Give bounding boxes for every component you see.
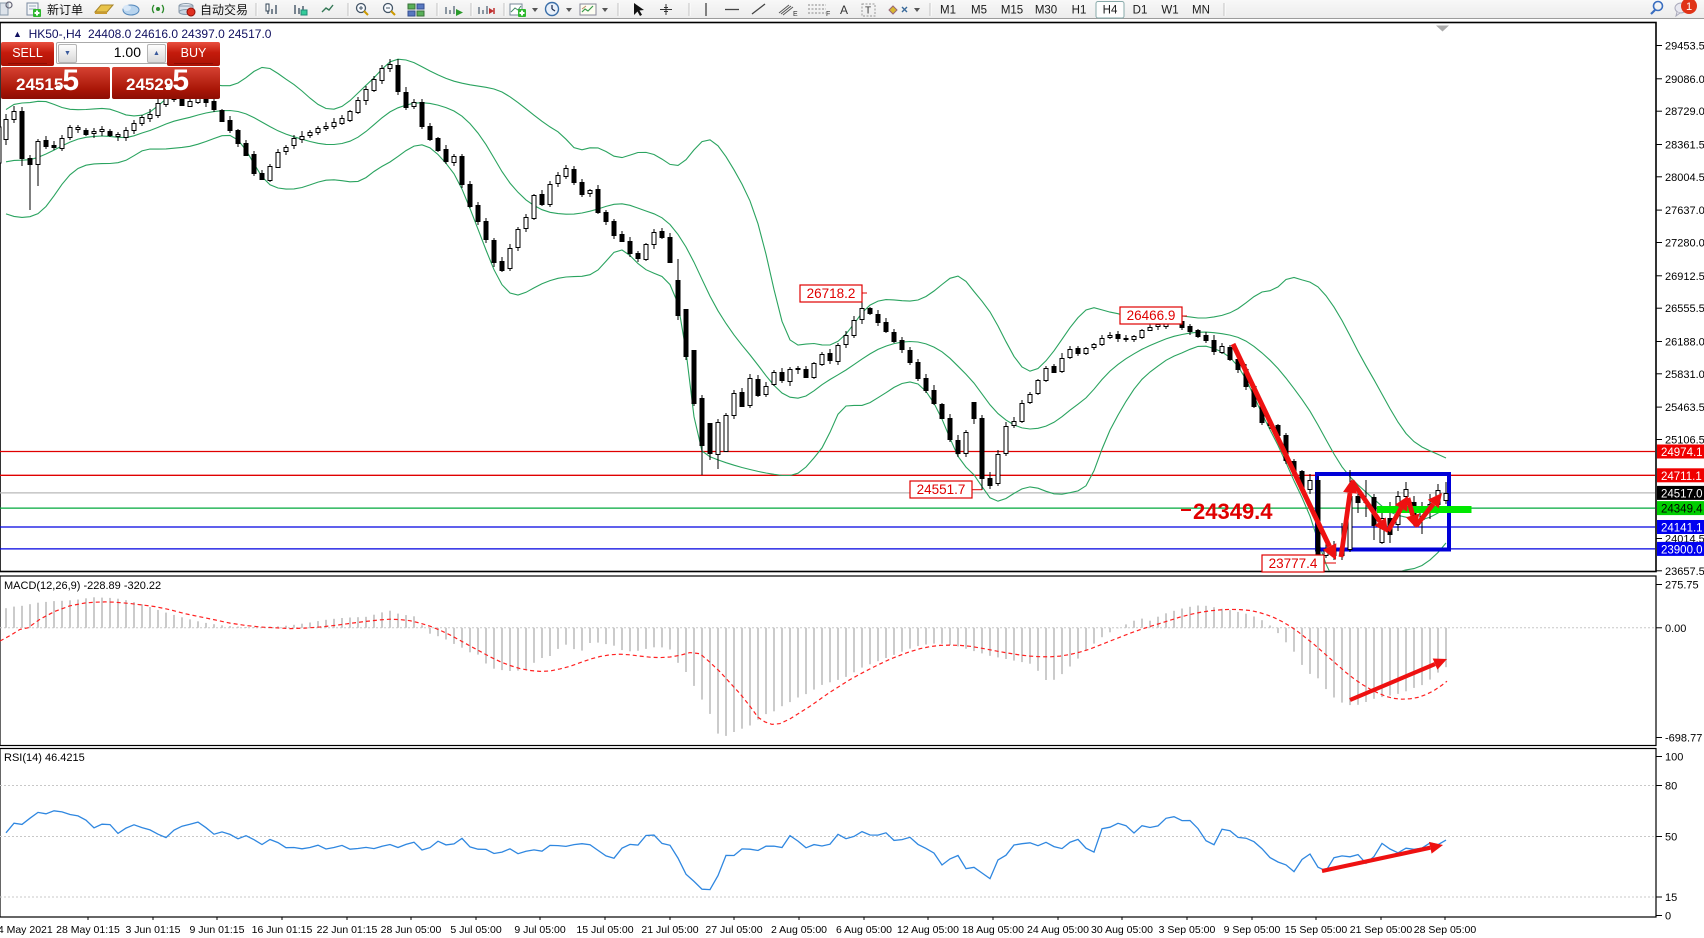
svg-text:28 Jun 05:00: 28 Jun 05:00 [381,924,442,936]
svg-text:26555.5: 26555.5 [1665,303,1704,315]
svg-text:28729.0: 28729.0 [1665,106,1704,118]
svg-text:26718.2: 26718.2 [807,286,856,301]
svg-text:9 Jul 05:00: 9 Jul 05:00 [514,924,566,936]
svg-text:W1: W1 [1161,5,1178,17]
svg-text:新订单: 新订单 [47,2,83,17]
svg-text:24974.1: 24974.1 [1661,447,1703,459]
svg-text:28 May 01:15: 28 May 01:15 [56,924,120,936]
svg-text:3 Sep 05:00: 3 Sep 05:00 [1159,924,1216,936]
svg-text:100: 100 [1665,752,1683,764]
svg-text:30 Aug 05:00: 30 Aug 05:00 [1091,924,1153,936]
svg-text:M5: M5 [971,5,987,17]
svg-text:25831.0: 25831.0 [1665,369,1704,381]
svg-text:25106.5: 25106.5 [1665,435,1704,447]
svg-text:24 Aug 05:00: 24 Aug 05:00 [1027,924,1089,936]
svg-text:24349.4: 24349.4 [1193,499,1273,524]
svg-text:9 Sep 05:00: 9 Sep 05:00 [1224,924,1281,936]
svg-text:21 Jul 05:00: 21 Jul 05:00 [641,924,698,936]
svg-text:80: 80 [1665,781,1677,793]
svg-text:24711.1: 24711.1 [1661,471,1702,483]
svg-text:29086.0: 29086.0 [1665,74,1704,86]
svg-text:27280.0: 27280.0 [1665,238,1704,250]
svg-text:6 Aug 05:00: 6 Aug 05:00 [836,924,892,936]
svg-text:T: T [865,6,871,17]
svg-text:RSI(14) 46.4215: RSI(14) 46.4215 [4,752,85,764]
svg-text:27637.0: 27637.0 [1665,205,1704,217]
svg-text:24517.0: 24517.0 [1661,488,1703,500]
svg-text:1: 1 [1686,1,1692,13]
svg-text:18 Aug 05:00: 18 Aug 05:00 [962,924,1024,936]
svg-text:D1: D1 [1133,5,1148,17]
svg-text:0.00: 0.00 [1665,623,1686,635]
svg-text:28004.5: 28004.5 [1665,172,1704,184]
svg-text:H1: H1 [1072,5,1087,17]
svg-text:2 Aug 05:00: 2 Aug 05:00 [771,924,827,936]
svg-text:23777.4: 23777.4 [1269,556,1318,571]
svg-text:28361.5: 28361.5 [1665,140,1704,152]
svg-text:E: E [793,11,798,18]
svg-text:23900.0: 23900.0 [1661,544,1703,556]
svg-text:28 Sep 05:00: 28 Sep 05:00 [1414,924,1477,936]
svg-text:F: F [826,11,830,18]
svg-text:26912.5: 26912.5 [1665,271,1704,283]
svg-text:9 Jun 01:15: 9 Jun 01:15 [190,924,245,936]
svg-text:24349.4: 24349.4 [1661,504,1703,516]
svg-text:-698.77: -698.77 [1665,733,1702,745]
svg-text:H4: H4 [1103,5,1118,17]
svg-text:50: 50 [1665,832,1677,844]
svg-text:24141.1: 24141.1 [1661,523,1703,535]
svg-text:自动交易: 自动交易 [200,2,248,17]
svg-text:15: 15 [1665,892,1677,904]
svg-text:22 Jun 01:15: 22 Jun 01:15 [317,924,378,936]
svg-text:MACD(12,26,9) -228.89 -320.22: MACD(12,26,9) -228.89 -320.22 [4,580,161,592]
svg-text:24551.7: 24551.7 [917,482,966,497]
svg-text:16 Jun 01:15: 16 Jun 01:15 [252,924,313,936]
svg-text:25463.5: 25463.5 [1665,402,1704,414]
svg-text:M30: M30 [1035,5,1057,17]
svg-text:0: 0 [1665,911,1671,923]
svg-text:15 Sep 05:00: 15 Sep 05:00 [1285,924,1348,936]
svg-text:21 Sep 05:00: 21 Sep 05:00 [1350,924,1413,936]
svg-text:26188.0: 26188.0 [1665,337,1704,349]
svg-text:15 Jul 05:00: 15 Jul 05:00 [576,924,633,936]
svg-text:29453.5: 29453.5 [1665,41,1704,53]
svg-text:A: A [840,3,848,17]
svg-text:23657.5: 23657.5 [1665,566,1704,578]
svg-text:MN: MN [1192,5,1210,17]
svg-text:27 Jul 05:00: 27 Jul 05:00 [705,924,762,936]
svg-text:M15: M15 [1001,5,1023,17]
svg-text:26466.9: 26466.9 [1127,308,1176,323]
svg-text:3 Jun 01:15: 3 Jun 01:15 [126,924,181,936]
svg-text:24 May 2021: 24 May 2021 [0,924,53,936]
svg-text:5 Jul 05:00: 5 Jul 05:00 [450,924,502,936]
svg-text:275.75: 275.75 [1665,580,1699,592]
svg-text:M1: M1 [940,5,956,17]
svg-text:12 Aug 05:00: 12 Aug 05:00 [897,924,959,936]
